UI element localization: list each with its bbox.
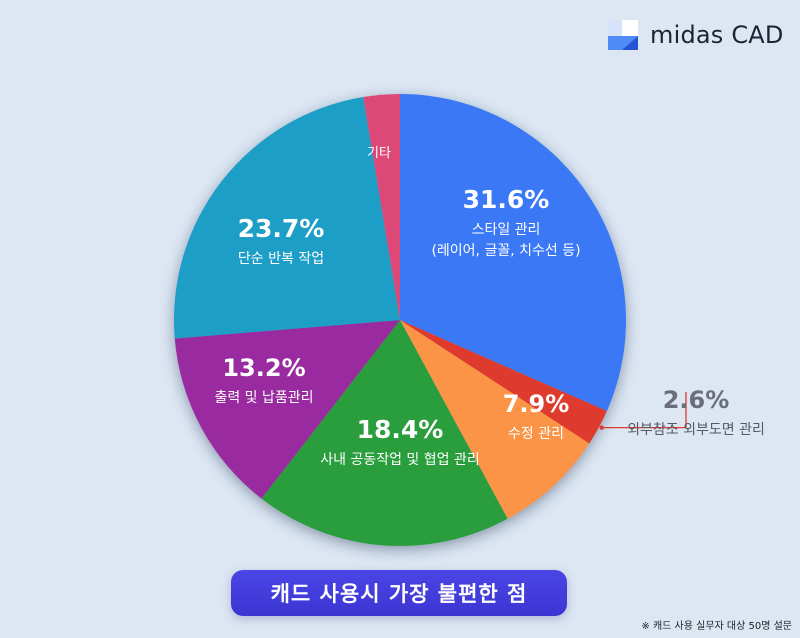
slice-percent-label: 31.6% <box>463 185 550 214</box>
slice-category-label: 출력 및 납품관리 <box>214 390 313 406</box>
survey-title-badge: 캐드 사용시 가장 불편한 점 <box>231 570 567 616</box>
pie-slice <box>400 320 590 519</box>
slice-category-label: 사내 공동작업 및 협업 관리 <box>320 452 479 468</box>
slice-percent-label: 7.9% <box>503 390 570 418</box>
brand-logo: midas CAD <box>606 18 784 52</box>
pie-slice <box>261 320 508 547</box>
leader-dot <box>599 425 604 430</box>
slice-category-label: 외부참조 외부도면 관리 <box>627 422 765 438</box>
brand-name: midas CAD <box>650 21 784 49</box>
slice-percent-label: 23.7% <box>238 214 325 243</box>
pie-slice <box>174 320 400 499</box>
slice-category-label: 기타 <box>367 146 391 161</box>
slice-category-label: 단순 반복 작업 <box>238 251 324 267</box>
midas-logo-icon <box>608 20 638 50</box>
slice-category-label: (레이어, 글꼴, 치수선 등) <box>431 243 580 259</box>
pie-slice <box>400 94 626 412</box>
slice-category-label: 스타일 관리 <box>472 222 541 238</box>
slice-percent-label: 2.6% <box>663 386 730 414</box>
slice-percent-label: 18.4% <box>357 415 444 444</box>
leader-line <box>602 392 687 429</box>
slice-category-label: 수정 관리 <box>508 426 564 442</box>
pie-slice <box>363 94 400 320</box>
survey-footnote: ※ 캐드 사용 실무자 대상 50명 설문 <box>641 621 792 632</box>
pie-slice <box>400 320 607 444</box>
survey-title: 캐드 사용시 가장 불편한 점 <box>270 582 528 606</box>
pie-slice <box>173 97 400 339</box>
slice-percent-label: 13.2% <box>222 354 305 382</box>
